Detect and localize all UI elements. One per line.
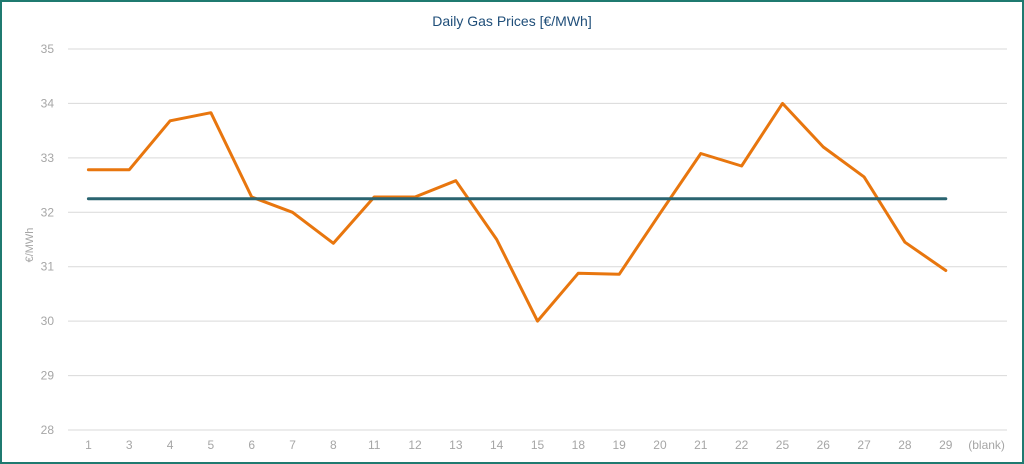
y-tick-label: 34 [41, 96, 55, 110]
x-tick-label: 5 [208, 438, 215, 452]
x-tick-label: 20 [653, 438, 667, 452]
x-tick-label: 4 [167, 438, 174, 452]
x-tick-label: 1 [85, 438, 92, 452]
y-tick-label: 35 [41, 42, 55, 56]
x-tick-label: 29 [939, 438, 953, 452]
x-tick-label: 3 [126, 438, 133, 452]
y-tick-label: 31 [41, 260, 55, 274]
y-tick-label: 32 [41, 205, 55, 219]
x-tick-label: 25 [776, 438, 790, 452]
x-tick-label: 15 [531, 438, 545, 452]
x-tick-label: 18 [572, 438, 586, 452]
x-tick-label: 22 [735, 438, 749, 452]
y-tick-label: 30 [41, 314, 55, 328]
x-tick-label: 13 [449, 438, 463, 452]
gridlines [68, 48, 1007, 431]
y-tick-labels: 28 29 30 31 32 33 34 35 [41, 42, 55, 437]
x-tick-labels: 1 3 4 5 6 7 8 11 12 13 14 15 18 19 20 21 22 25 26 27 28 29 (bl… [85, 438, 1005, 452]
x-tick-label: 27 [857, 438, 871, 452]
x-tick-label: 11 [368, 438, 381, 452]
y-axis-label: €/MWh [24, 228, 36, 263]
y-tick-label: 33 [41, 151, 55, 165]
y-tick-label: 29 [41, 369, 55, 383]
y-tick-label: 28 [41, 423, 55, 437]
x-tick-label: 12 [408, 438, 422, 452]
x-tick-label: 14 [490, 438, 504, 452]
series-lines [86, 101, 948, 323]
x-tick-label: 6 [248, 438, 255, 452]
x-tick-label: 26 [817, 438, 831, 452]
chart-title: Daily Gas Prices [€/MWh] [432, 13, 591, 29]
x-tick-label: 21 [694, 438, 708, 452]
x-tick-label: 19 [612, 438, 626, 452]
x-tick-label: 28 [898, 438, 912, 452]
price-series-line [86, 101, 948, 323]
x-tick-label: (blank) [968, 438, 1005, 452]
x-tick-label: 8 [330, 438, 337, 452]
x-tick-label: 7 [289, 438, 296, 452]
